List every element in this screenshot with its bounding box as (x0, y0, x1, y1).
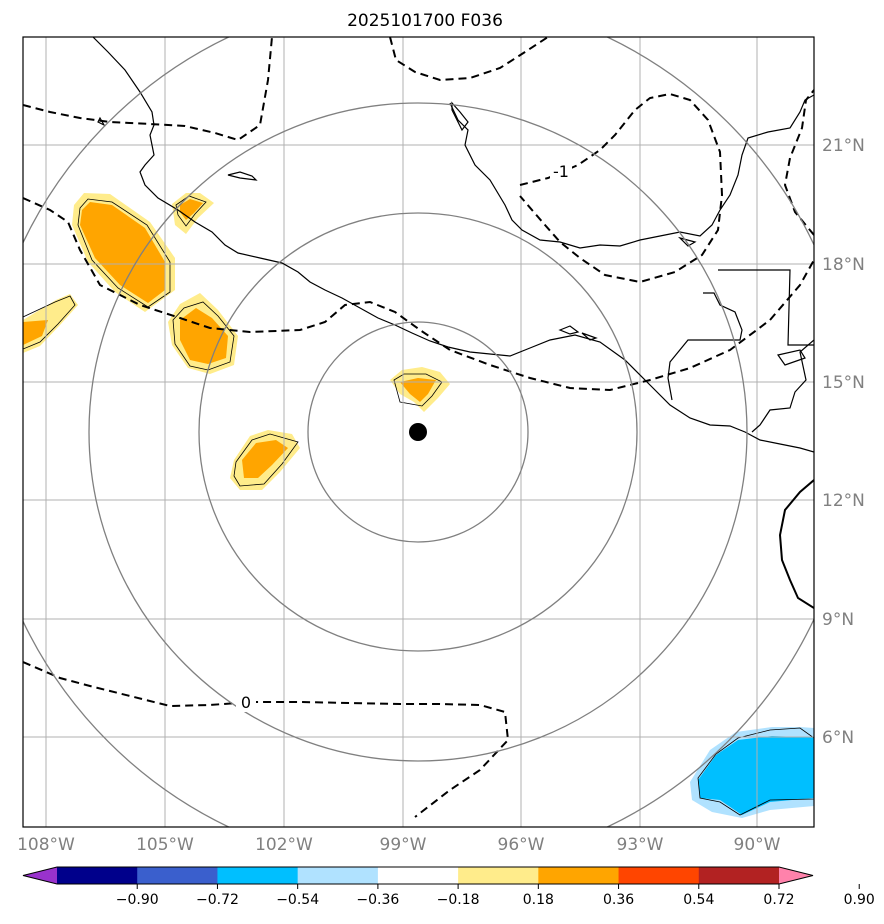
shaded-field-positive (23, 193, 450, 490)
colorbar-bin (618, 867, 700, 884)
colorbar-tick-label: 0.36 (603, 892, 634, 908)
colorbar-bin (377, 867, 459, 884)
colorbar-extend-low (23, 867, 57, 884)
contour-label-minus-one: -1 (553, 162, 569, 181)
colorbar-bin (57, 867, 138, 884)
colorbar-tick-label: 0.90 (844, 892, 875, 908)
colorbar-bin (458, 867, 539, 884)
shaded-field-negative (690, 727, 814, 818)
lat-tick-label: 18°N (822, 255, 865, 275)
lat-tick-labels: 21°N 18°N 15°N 12°N 9°N 6°N (822, 136, 865, 748)
colorbar-tick-label: 0.18 (523, 892, 554, 908)
lon-tick-label: 102°W (255, 835, 313, 855)
lat-tick-label: 15°N (822, 373, 865, 393)
colorbar-outline (22, 866, 814, 885)
colorbar-bin (217, 867, 299, 884)
range-ring-3 (88, 102, 748, 762)
lon-tick-label: 108°W (17, 835, 75, 855)
coastlines (92, 37, 814, 609)
lat-tick-label: 12°N (822, 491, 865, 511)
lon-tick-label: 93°W (617, 835, 664, 855)
colorbar: −0.90 −0.72 −0.54 −0.36 −0.18 0.18 0.36 0.54 0.7… (22, 866, 875, 908)
map-title: 2025101700 F036 (347, 11, 503, 31)
range-rings (23, 37, 814, 827)
colorbar-tick-label: 0.54 (683, 892, 714, 908)
lat-tick-label: 6°N (822, 728, 854, 748)
colorbar-tick-label: −0.72 (196, 892, 239, 908)
lon-tick-label: 99°W (380, 835, 427, 855)
storm-center-marker (409, 423, 427, 441)
colorbar-tick-label: −0.18 (437, 892, 480, 908)
range-ring-1 (307, 321, 529, 543)
dashed-contours (23, 37, 814, 818)
colorbar-tick-label: −0.90 (116, 892, 159, 908)
lat-lon-grid (23, 37, 814, 827)
colorbar-bin (538, 867, 620, 884)
colorbar-tick-label: −0.36 (356, 892, 399, 908)
colorbar-tick-label: 0.72 (763, 892, 794, 908)
lon-tick-labels: 108°W 105°W 102°W 99°W 96°W 93°W 90°W (17, 835, 781, 855)
range-ring-2 (198, 212, 638, 652)
lon-tick-label: 90°W (734, 835, 781, 855)
contour-label-zero: 0 (241, 693, 251, 712)
lon-tick-label: 105°W (136, 835, 194, 855)
colorbar-bin (137, 867, 218, 884)
colorbar-bin (297, 867, 379, 884)
lat-tick-label: 21°N (822, 136, 865, 156)
colorbar-bin (698, 867, 780, 884)
colorbar-tick-label: −0.54 (276, 892, 319, 908)
lon-tick-label: 96°W (498, 835, 545, 855)
map-area: -1 0 (23, 37, 814, 827)
lat-tick-label: 9°N (822, 610, 854, 630)
map-frame (22, 36, 815, 828)
colorbar-extend-high (779, 867, 813, 884)
